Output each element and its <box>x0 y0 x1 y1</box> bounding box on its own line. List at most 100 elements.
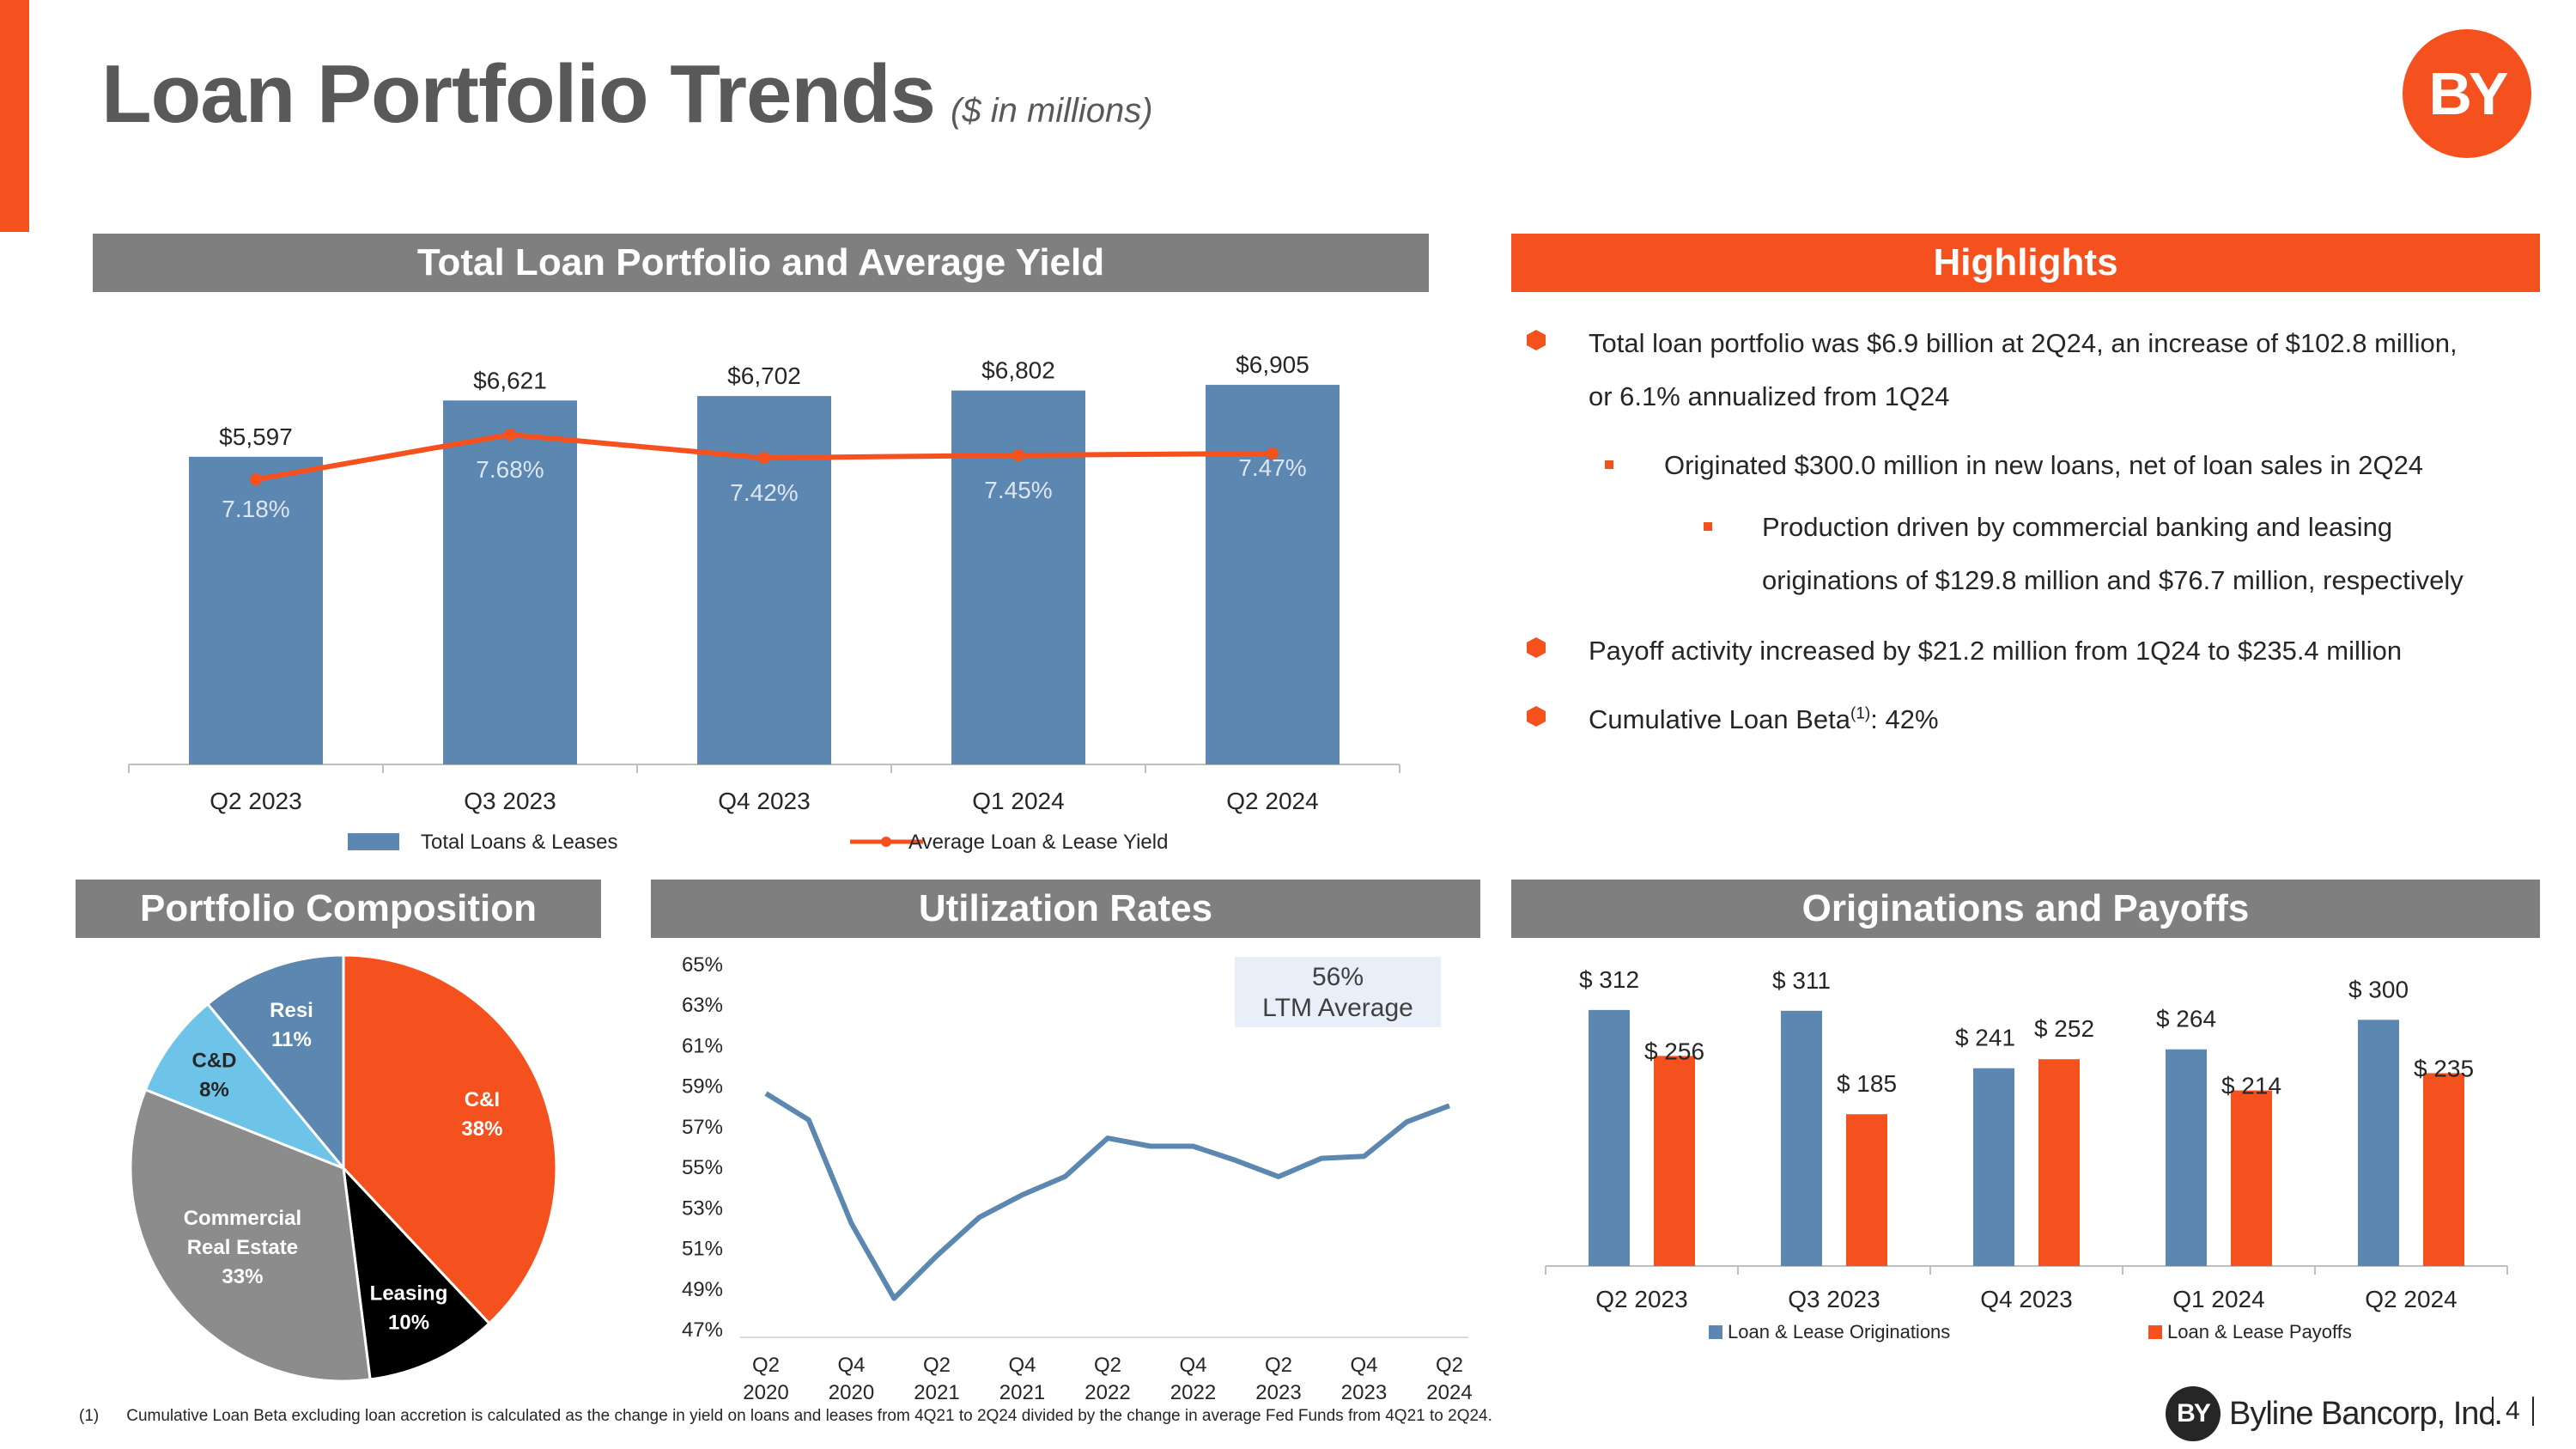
x-tick-label: Q4 <box>1179 1354 1206 1377</box>
legend-swatch-payoffs <box>2148 1325 2162 1339</box>
originations-value-label: $ 312 <box>1579 966 1639 993</box>
x-tick-label: Q2 <box>923 1354 951 1377</box>
legend-label-originations: Loan & Lease Originations <box>1728 1321 1950 1342</box>
pie-label: 11% <box>271 1028 312 1051</box>
y-tick-label: 63% <box>682 994 723 1017</box>
bar-originations <box>1781 1010 1822 1266</box>
x-tick-label: 2020 <box>829 1381 874 1404</box>
pie-label: 33% <box>222 1265 263 1288</box>
x-tick-label: Q4 <box>1008 1354 1036 1377</box>
highlight-4-line-1: Payoff activity increased by $21.2 milli… <box>1589 636 2403 666</box>
x-tick-label: Q2 <box>1094 1354 1121 1377</box>
page-title: Loan Portfolio Trends ($ in millions) <box>101 48 1153 140</box>
payoffs-value-label: $ 214 <box>2221 1073 2281 1099</box>
x-tick-label: Q4 2023 <box>718 788 810 814</box>
highlight-3-line-1: Production driven by commercial banking … <box>1762 512 2393 542</box>
pie-label: 38% <box>461 1117 502 1141</box>
bar-originations <box>1973 1068 2014 1266</box>
bar-total-loans <box>443 400 577 764</box>
x-tick-label: Q2 2024 <box>1226 788 1318 814</box>
highlight-5-line-1: Cumulative Loan Beta(1): 42% <box>1589 704 1939 735</box>
x-tick-label: Q2 <box>1265 1354 1292 1377</box>
yield-label: 7.47% <box>1238 454 1306 481</box>
y-tick-label: 65% <box>682 953 723 977</box>
x-tick-label: Q3 2023 <box>1788 1286 1880 1312</box>
footnote-number: (1) <box>79 1407 100 1425</box>
x-tick-label: 2021 <box>914 1381 959 1404</box>
x-tick-label: Q2 2024 <box>2365 1286 2457 1312</box>
beta-value: : 42% <box>1870 704 1939 734</box>
utilization-line <box>764 1091 1451 1301</box>
byline-logo: BY <box>2403 29 2531 158</box>
originations-value-label: $ 241 <box>1955 1025 2015 1051</box>
ltm-average-label: LTM Average <box>1262 994 1413 1022</box>
footnote: (1) Cumulative Loan Beta excluding loan a… <box>79 1407 1492 1426</box>
x-tick-label: Q1 2024 <box>2172 1286 2264 1312</box>
highlight-1-line-2: or 6.1% annualized from 1Q24 <box>1589 381 1950 411</box>
legend-swatch-originations <box>1709 1325 1722 1339</box>
square-bullet-icon <box>1704 522 1712 531</box>
x-tick-label: 2023 <box>1341 1381 1387 1404</box>
hex-bullet-icon <box>1527 637 1546 658</box>
pie-label: Leasing <box>370 1282 448 1306</box>
bar-value-label: $6,802 <box>981 357 1055 384</box>
y-tick-label: 57% <box>682 1116 723 1139</box>
x-tick-label: Q2 <box>1436 1354 1463 1377</box>
pie-slice <box>205 953 345 1172</box>
ltm-average-box: 56% LTM Average <box>1235 957 1441 1027</box>
beta-label: Cumulative Loan Beta <box>1589 704 1851 734</box>
x-tick-label: 2020 <box>743 1381 788 1404</box>
bar-total-loans <box>1206 385 1340 764</box>
pie-slice <box>342 953 558 1325</box>
legend-label-loans: Total Loans & Leases <box>421 831 618 854</box>
brand-logo-icon: BY <box>2166 1386 2221 1441</box>
pie-label: C&I <box>465 1088 500 1111</box>
legend-label-yield: Average Loan & Lease Yield <box>908 831 1168 854</box>
pie-label: Resi <box>270 999 313 1022</box>
bar-originations <box>2358 1020 2399 1266</box>
legend-label-payoffs: Loan & Lease Payoffs <box>2167 1321 2352 1342</box>
page-number: 4 <box>2492 1397 2534 1426</box>
bar-payoffs <box>2038 1059 2080 1266</box>
legend-swatch-loans <box>348 833 399 850</box>
y-tick-label: 59% <box>682 1075 723 1099</box>
bar-value-label: $6,905 <box>1236 351 1309 378</box>
yield-label: 7.18% <box>222 496 289 522</box>
brand-name: Byline Bancorp, Inc. <box>2229 1395 2503 1432</box>
yield-label: 7.68% <box>476 456 544 483</box>
footnote-ref: (1) <box>1850 704 1871 723</box>
yield-label: 7.45% <box>984 477 1052 503</box>
highlight-2-line-1: Originated $300.0 million in new loans, … <box>1664 450 2424 480</box>
x-tick-label: Q2 2023 <box>1595 1286 1687 1312</box>
pie-label: Commercial <box>184 1207 301 1230</box>
x-tick-label: Q4 2023 <box>1980 1286 2072 1312</box>
pie-label: C&D <box>192 1050 237 1073</box>
originations-bar-chart: $ 312 $ 256 Q2 2023 $ 311 $ 185 Q3 2023 $ 241 $… <box>1545 966 2508 1342</box>
square-bullet-icon <box>1605 460 1613 469</box>
x-tick-label: Q2 <box>752 1354 780 1377</box>
highlights-section-title: Highlights <box>1511 234 2540 292</box>
portfolio-section-title: Total Loan Portfolio and Average Yield <box>93 234 1429 292</box>
bar-payoffs <box>2423 1073 2464 1266</box>
bar-value-label: $6,702 <box>727 362 801 389</box>
portfolio-chart: $5,597 Q2 2023 $6,621 Q3 2023 $6,702 Q4 2023 $… <box>128 351 1400 854</box>
y-tick-label: 61% <box>682 1034 723 1057</box>
bar-total-loans <box>951 390 1085 764</box>
pie-label: 10% <box>388 1312 429 1335</box>
yield-point <box>1267 447 1279 460</box>
x-tick-label: Q4 <box>837 1354 865 1377</box>
originations-value-label: $ 300 <box>2348 976 2409 1002</box>
payoffs-value-label: $ 185 <box>1837 1070 1897 1097</box>
highlight-3-line-2: originations of $129.8 million and $76.7… <box>1762 565 2464 595</box>
bar-total-loans <box>189 456 323 764</box>
yield-point <box>504 429 516 441</box>
y-tick-label: 49% <box>682 1278 723 1301</box>
x-tick-label: Q3 2023 <box>464 788 556 814</box>
bar-originations <box>2166 1049 2207 1266</box>
x-tick-label: Q1 2024 <box>972 788 1064 814</box>
ltm-average-value: 56% <box>1311 963 1364 991</box>
page-subtitle: ($ in millions) <box>951 92 1153 130</box>
footnote-text: Cumulative Loan Beta excluding loan accr… <box>126 1407 1492 1425</box>
originations-value-label: $ 311 <box>1772 967 1831 994</box>
pie-slice <box>341 1164 491 1381</box>
